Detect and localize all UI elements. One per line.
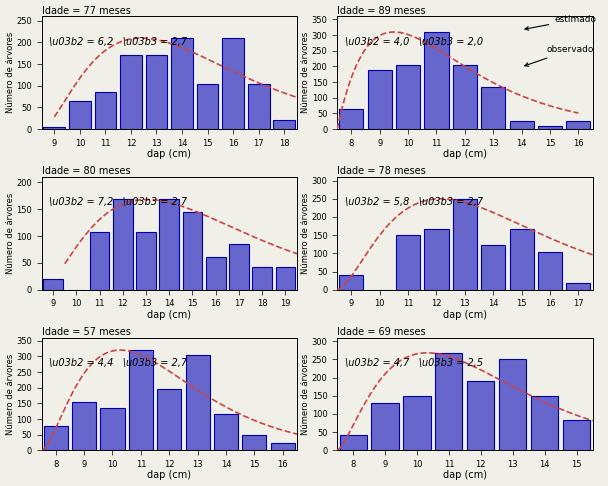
Text: Idade = 78 meses: Idade = 78 meses [337, 166, 426, 176]
Text: \u03b2 = 7,2   \u03b3 = 2,7: \u03b2 = 7,2 \u03b3 = 2,7 [49, 197, 187, 207]
Bar [566, 283, 590, 290]
Bar [129, 350, 153, 451]
Bar [396, 65, 420, 129]
Bar [185, 355, 210, 451]
Bar [95, 92, 116, 129]
Bar [396, 235, 420, 290]
Bar [243, 434, 266, 451]
Bar [214, 414, 238, 451]
Bar [275, 267, 295, 290]
Bar [100, 408, 125, 451]
Text: \u03b2 = 4,0   \u03b3 = 2,0: \u03b2 = 4,0 \u03b3 = 2,0 [345, 36, 483, 47]
Bar [72, 402, 96, 451]
Bar [499, 359, 527, 451]
Y-axis label: Número de árvores: Número de árvores [301, 353, 310, 434]
Bar [274, 121, 295, 129]
Bar [481, 245, 505, 290]
Bar [113, 199, 133, 290]
X-axis label: dap (cm): dap (cm) [443, 310, 487, 320]
Bar [206, 258, 226, 290]
Bar [252, 267, 272, 290]
Bar [136, 232, 156, 290]
Bar [510, 122, 534, 129]
Bar [43, 127, 65, 129]
Text: Idade = 77 meses: Idade = 77 meses [41, 5, 131, 16]
Bar [510, 228, 534, 290]
Bar [159, 199, 179, 290]
Bar [146, 55, 167, 129]
Bar [229, 244, 249, 290]
Bar [339, 109, 364, 129]
Text: \u03b2 = 5,8   \u03b3 = 2,7: \u03b2 = 5,8 \u03b3 = 2,7 [345, 197, 483, 207]
Bar [453, 65, 477, 129]
Text: observado: observado [525, 45, 594, 66]
Bar [424, 228, 449, 290]
Bar [531, 397, 558, 451]
Bar [339, 275, 364, 290]
Bar [371, 403, 399, 451]
Bar [43, 279, 63, 290]
Y-axis label: Número de árvores: Número de árvores [301, 193, 310, 274]
Bar [182, 212, 202, 290]
Y-axis label: Número de árvores: Número de árvores [5, 32, 15, 113]
Bar [223, 38, 244, 129]
Bar [368, 69, 392, 129]
Text: estimado: estimado [525, 15, 596, 30]
Bar [453, 199, 477, 290]
Bar [248, 84, 269, 129]
Text: Idade = 57 meses: Idade = 57 meses [41, 327, 131, 337]
X-axis label: dap (cm): dap (cm) [443, 470, 487, 481]
Bar [69, 101, 91, 129]
Bar [424, 32, 449, 129]
Bar [435, 353, 463, 451]
Bar [538, 126, 562, 129]
Y-axis label: Número de árvores: Número de árvores [301, 32, 310, 113]
Bar [403, 397, 430, 451]
Bar [467, 381, 494, 451]
Text: Idade = 69 meses: Idade = 69 meses [337, 327, 426, 337]
Bar [157, 389, 181, 451]
Text: Idade = 80 meses: Idade = 80 meses [41, 166, 130, 176]
Y-axis label: Número de árvores: Número de árvores [5, 193, 15, 274]
X-axis label: dap (cm): dap (cm) [443, 149, 487, 159]
X-axis label: dap (cm): dap (cm) [147, 310, 192, 320]
X-axis label: dap (cm): dap (cm) [147, 470, 192, 481]
Bar [339, 435, 367, 451]
Bar [44, 426, 68, 451]
Text: \u03b2 = 4,4   \u03b3 = 2,7: \u03b2 = 4,4 \u03b3 = 2,7 [49, 358, 187, 368]
Bar [481, 87, 505, 129]
Bar [90, 232, 109, 290]
Bar [563, 420, 590, 451]
Text: \u03b2 = 6,2   \u03b3 = 2,7: \u03b2 = 6,2 \u03b3 = 2,7 [49, 36, 187, 47]
X-axis label: dap (cm): dap (cm) [147, 149, 192, 159]
Text: Idade = 89 meses: Idade = 89 meses [337, 5, 426, 16]
Bar [171, 38, 193, 129]
Bar [120, 55, 142, 129]
Bar [538, 252, 562, 290]
Bar [566, 122, 590, 129]
Bar [271, 443, 295, 451]
Bar [197, 84, 218, 129]
Y-axis label: Número de árvores: Número de árvores [5, 353, 15, 434]
Text: \u03b2 = 4,7   \u03b3 = 2,5: \u03b2 = 4,7 \u03b3 = 2,5 [345, 358, 483, 368]
